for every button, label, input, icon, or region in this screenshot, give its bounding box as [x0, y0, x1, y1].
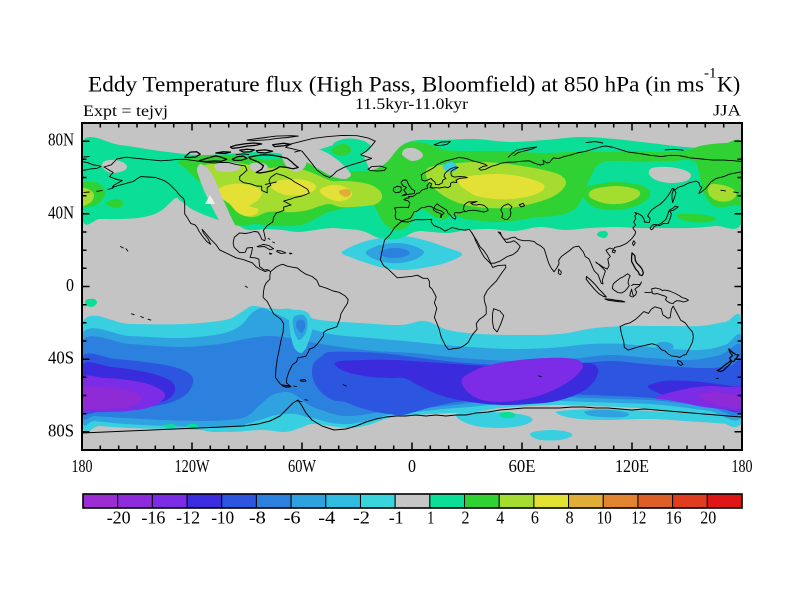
- svg-text:12: 12: [631, 508, 646, 528]
- svg-text:16: 16: [666, 508, 682, 528]
- svg-text:1: 1: [427, 508, 434, 528]
- svg-text:60E: 60E: [509, 456, 536, 476]
- svg-text:6: 6: [531, 508, 539, 528]
- svg-text:8: 8: [566, 508, 574, 528]
- svg-text:4: 4: [496, 508, 504, 528]
- svg-text:Eddy Temperature flux (High Pa: Eddy Temperature flux (High Pass, Bloomf…: [88, 72, 704, 97]
- svg-text:10: 10: [597, 508, 612, 528]
- svg-text:K): K): [717, 72, 740, 97]
- svg-text:-8: -8: [249, 508, 266, 528]
- svg-text:2: 2: [462, 508, 470, 528]
- svg-text:180: 180: [72, 456, 93, 476]
- svg-text:-1: -1: [389, 508, 404, 528]
- svg-text:20: 20: [700, 508, 716, 528]
- svg-text:-4: -4: [318, 508, 335, 528]
- svg-text:120E: 120E: [615, 456, 649, 476]
- svg-text:JJA: JJA: [713, 103, 742, 120]
- svg-text:80N: 80N: [48, 130, 74, 150]
- svg-text:-6: -6: [284, 508, 301, 528]
- svg-text:-12: -12: [176, 508, 200, 528]
- svg-text:-10: -10: [211, 508, 234, 528]
- svg-text:180: 180: [732, 456, 753, 476]
- svg-text:11.5kyr-11.0kyr: 11.5kyr-11.0kyr: [355, 96, 469, 113]
- svg-text:Expt = tejvj: Expt = tejvj: [83, 103, 168, 120]
- svg-text:40S: 40S: [48, 348, 74, 368]
- svg-text:0: 0: [408, 456, 416, 476]
- svg-text:-20: -20: [107, 508, 131, 528]
- svg-text:120W: 120W: [175, 456, 210, 476]
- svg-text:80S: 80S: [48, 420, 74, 440]
- svg-text:0: 0: [66, 275, 74, 295]
- svg-text:-1: -1: [704, 66, 717, 82]
- svg-text:60W: 60W: [288, 456, 316, 476]
- svg-text:-16: -16: [141, 508, 165, 528]
- svg-text:-2: -2: [353, 508, 370, 528]
- svg-text:40N: 40N: [48, 202, 74, 222]
